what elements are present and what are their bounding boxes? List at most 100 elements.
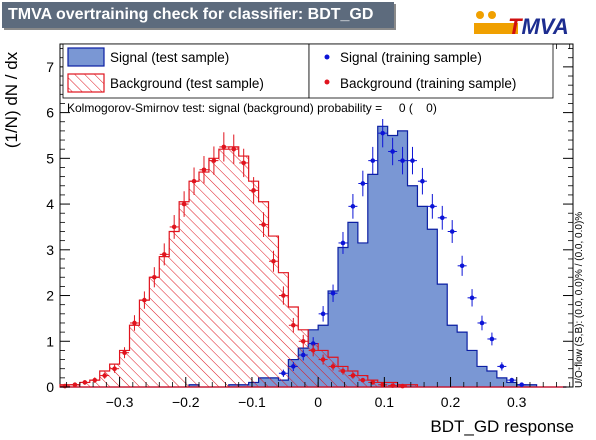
x-tick-label: 0.2 (441, 394, 461, 410)
background-training-point (400, 383, 405, 389)
background-training-point (380, 382, 385, 388)
x-tick-label: −0.3 (106, 394, 134, 410)
y-tick-label: 5 (46, 150, 54, 166)
y-tick-label: 2 (46, 288, 54, 304)
y-axis-title: (1/N) dN / dx (2, 51, 21, 148)
signal-training-point (479, 320, 485, 326)
signal-training-point (330, 290, 336, 296)
background-training-point (390, 383, 395, 388)
signal-training-point (400, 158, 405, 163)
background-training-point (122, 350, 127, 356)
x-tick-label: −0.1 (238, 394, 266, 410)
logo-dot-2 (488, 11, 496, 19)
signal-training-point (360, 181, 366, 186)
background-training-point (360, 377, 366, 383)
background-training-point (201, 167, 207, 173)
y-tick-label: 6 (46, 105, 54, 121)
signal-training-points (278, 119, 527, 388)
legend-label-signal-training: Signal (training sample) (340, 50, 482, 65)
background-training-point (350, 373, 356, 378)
background-training-point (370, 380, 376, 385)
background-training-point (82, 380, 88, 385)
background-training-point (132, 320, 137, 326)
legend: Signal (test sample) Background (test sa… (62, 43, 554, 99)
logo-dot-1 (476, 11, 484, 19)
signal-training-point (310, 341, 316, 346)
signal-training-point (410, 158, 415, 163)
signal-training-point (489, 336, 495, 342)
background-training-point (102, 373, 107, 378)
ks-test-annotation: Kolmogorov-Smirnov test: signal (backgro… (67, 101, 437, 115)
background-training-point (310, 348, 316, 353)
y-tick-label: 1 (46, 333, 54, 349)
background-training-point (211, 158, 217, 163)
background-training-point (112, 366, 117, 372)
background-training-point (271, 258, 276, 264)
background-training-point (320, 357, 326, 362)
y-tick-label: 7 (46, 59, 54, 75)
signal-training-point (519, 382, 524, 388)
y-tick-label: 3 (46, 242, 54, 258)
signal-training-point (420, 178, 425, 184)
background-training-point (142, 297, 147, 303)
background-training-point (181, 201, 187, 207)
signal-training-point (350, 204, 356, 209)
x-axis-title: BDT_GD response (430, 417, 574, 436)
signal-training-point (449, 229, 455, 234)
logo-bar (474, 23, 518, 34)
background-training-point (231, 146, 237, 152)
background-training-point (92, 377, 98, 383)
logo-text: TMVA (508, 14, 569, 39)
signal-training-point (300, 352, 306, 358)
x-tick-label: −0.2 (172, 394, 200, 410)
background-training-point (251, 188, 256, 193)
background-training-point (221, 144, 227, 150)
points-layer (60, 119, 527, 389)
background-training-point (72, 382, 78, 388)
background-training-point (161, 252, 167, 257)
legend-swatch-background-test (67, 73, 105, 93)
background-training-point (152, 274, 157, 280)
background-training-point (330, 364, 336, 369)
background-training-point (291, 322, 296, 328)
signal-training-point (291, 364, 296, 369)
y-tick-label: 0 (46, 379, 54, 395)
signal-training-point (370, 158, 376, 163)
legend-label-background-test: Background (test sample) (110, 76, 264, 91)
background-training-point (261, 222, 266, 227)
background-training-point (300, 338, 306, 344)
legend-label-background-training: Background (training sample) (340, 76, 516, 91)
signal-training-point (281, 370, 286, 376)
legend-marker-signal-training (324, 54, 330, 60)
y-tick-label: 4 (46, 196, 54, 212)
signal-training-point (320, 311, 326, 317)
title-bar: TMVA overtraining check for classifier: … (2, 2, 394, 28)
signal-training-point (380, 130, 385, 136)
legend-marker-background-training (324, 79, 330, 85)
signal-training-point (469, 295, 475, 301)
signal-training-point (390, 149, 395, 154)
signal-training-point (430, 204, 435, 209)
legend-box-right (308, 43, 554, 99)
x-tick-label: 0.3 (507, 394, 527, 410)
x-tick-label: 0.1 (375, 394, 395, 410)
legend-label-signal-test: Signal (test sample) (110, 50, 229, 65)
signal-training-point (499, 364, 505, 369)
overflow-annotation: U/O-flow (S,B): (0.0, 0.0)% / (0.0, 0.0)… (574, 212, 585, 388)
background-training-point (191, 178, 197, 184)
signal-training-point (340, 240, 346, 246)
background-training-points (60, 132, 408, 389)
signal-training-point (459, 263, 465, 269)
signal-training-point (439, 215, 445, 221)
background-training-point (340, 368, 346, 374)
background-training-point (241, 160, 246, 166)
chart-title: TMVA overtraining check for classifier: … (8, 6, 374, 23)
tmva-logo: TMVA (474, 11, 569, 39)
x-tick-label: 0 (314, 394, 322, 410)
legend-swatch-signal-test (67, 47, 105, 67)
background-test-histogram (59, 146, 567, 388)
histogram-layer (59, 125, 567, 388)
signal-training-point (509, 377, 515, 383)
background-training-point (171, 224, 177, 230)
